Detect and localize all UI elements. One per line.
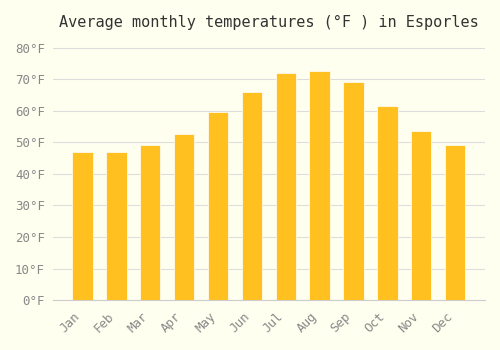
Bar bbox=[140, 146, 160, 300]
Bar bbox=[411, 131, 432, 300]
Bar bbox=[208, 112, 228, 300]
Bar bbox=[445, 146, 466, 300]
Bar bbox=[72, 152, 92, 300]
Title: Average monthly temperatures (°F ) in Esporles: Average monthly temperatures (°F ) in Es… bbox=[59, 15, 478, 30]
Bar bbox=[344, 82, 363, 300]
Bar bbox=[106, 152, 126, 300]
Bar bbox=[242, 92, 262, 300]
Bar bbox=[276, 73, 296, 300]
Bar bbox=[377, 106, 398, 300]
Bar bbox=[310, 71, 330, 300]
Bar bbox=[174, 134, 195, 300]
